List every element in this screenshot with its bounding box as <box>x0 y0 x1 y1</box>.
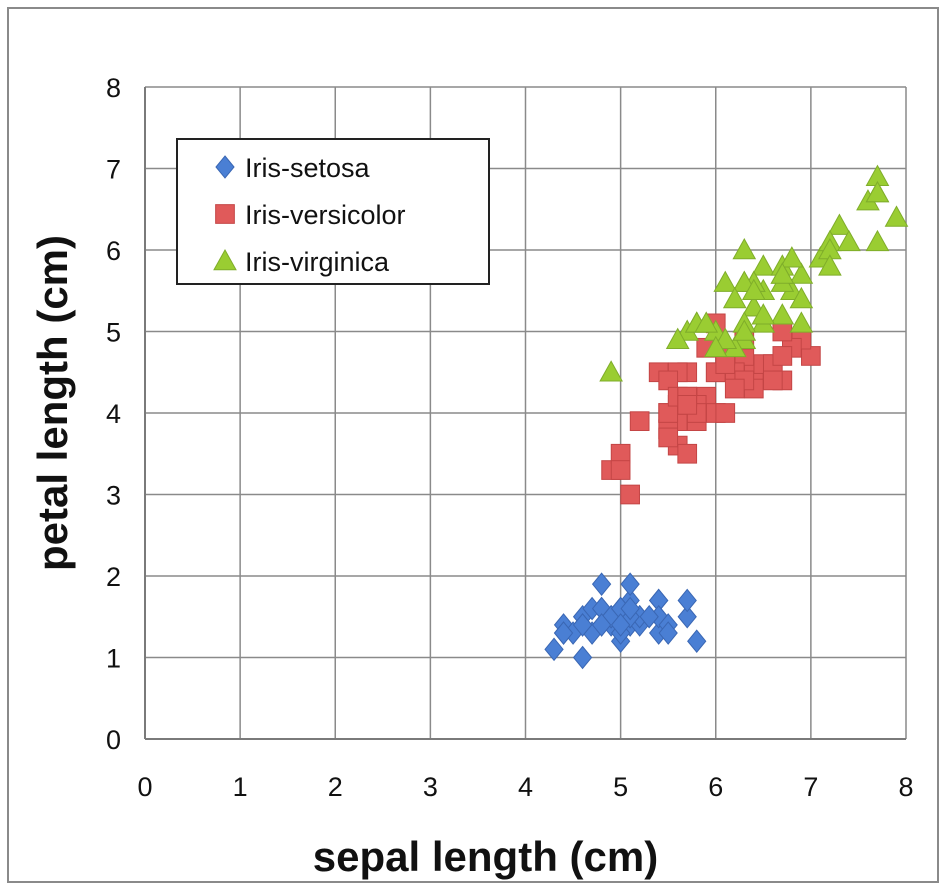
data-point <box>572 645 593 670</box>
data-point <box>658 621 678 645</box>
data-points <box>544 164 909 670</box>
data-point <box>724 378 745 399</box>
data-point <box>715 403 736 423</box>
x-tick-label: 0 <box>137 772 152 802</box>
data-point <box>732 319 757 341</box>
data-point <box>591 572 612 596</box>
data-point <box>789 262 814 284</box>
data-point <box>610 613 631 637</box>
data-point <box>865 180 890 203</box>
data-point <box>599 360 623 382</box>
x-tick-label: 5 <box>613 772 628 802</box>
data-point <box>732 237 757 260</box>
y-tick-label: 3 <box>106 481 121 511</box>
y-tick-label: 0 <box>106 725 121 755</box>
data-point <box>751 303 776 325</box>
x-tick-label: 4 <box>518 772 533 802</box>
x-tick-label: 8 <box>898 772 913 802</box>
x-tick-label: 6 <box>708 772 723 802</box>
legend-label: Iris-virginica <box>245 247 390 277</box>
data-point <box>772 346 793 366</box>
data-point <box>884 205 909 227</box>
data-point <box>789 286 814 309</box>
data-point <box>772 321 793 342</box>
data-point <box>620 484 640 505</box>
data-point <box>837 229 861 252</box>
data-point <box>665 327 690 349</box>
x-tick-label: 1 <box>233 772 248 802</box>
data-point <box>620 596 640 621</box>
data-point <box>694 311 719 333</box>
data-point <box>789 311 814 333</box>
legend-label: Iris-setosa <box>245 153 371 183</box>
data-point <box>751 254 776 276</box>
scatter-chart: 0 1 2 3 4 5 6 7 8 0 1 2 3 4 5 6 7 8 sepal length (cm) pet… <box>29 73 914 880</box>
data-point <box>629 411 650 431</box>
y-tick-label: 4 <box>106 399 121 429</box>
data-point <box>677 395 698 415</box>
grid <box>144 86 907 740</box>
data-point <box>865 229 890 252</box>
data-point <box>620 572 640 596</box>
legend: Iris-setosa Iris-versicolor Iris-virginica <box>176 138 490 285</box>
series-iris-versicolor <box>601 313 821 505</box>
data-point <box>677 443 698 464</box>
data-point <box>770 303 795 325</box>
y-tick-label: 6 <box>106 236 121 266</box>
legend-label: Iris-versicolor <box>245 200 406 230</box>
x-tick-label: 7 <box>803 772 818 802</box>
data-point <box>572 613 593 637</box>
series-iris-virginica <box>599 164 909 382</box>
y-axis-title: petal length (cm) <box>29 235 76 571</box>
x-axis-title: sepal length (cm) <box>313 833 658 880</box>
y-tick-label: 7 <box>106 155 121 185</box>
legend-marker <box>215 155 235 179</box>
data-point <box>741 278 766 301</box>
data-point <box>591 613 612 637</box>
data-point <box>553 621 574 645</box>
legend-item: Iris-setosa <box>215 153 371 183</box>
x-tick-label: 2 <box>328 772 343 802</box>
data-point <box>722 286 747 309</box>
x-tick-label: 3 <box>423 772 438 802</box>
y-tick-label: 5 <box>106 318 121 348</box>
data-point <box>762 370 783 391</box>
data-point <box>827 213 852 235</box>
data-point <box>639 604 659 629</box>
y-tick-label: 8 <box>106 73 121 103</box>
data-point <box>780 246 804 268</box>
data-point <box>677 604 697 629</box>
legend-item: Iris-versicolor <box>215 200 406 230</box>
data-point <box>687 629 707 653</box>
data-point <box>544 637 564 662</box>
y-tick-label: 2 <box>106 562 121 592</box>
data-point <box>818 254 842 276</box>
y-tick-label: 1 <box>106 644 121 674</box>
data-point <box>658 427 679 448</box>
data-point <box>677 588 697 613</box>
chart-frame: 0 1 2 3 4 5 6 7 8 0 1 2 3 4 5 6 7 8 sepal length (cm) pet… <box>7 7 939 883</box>
series-iris-setosa <box>544 572 707 670</box>
data-point <box>610 460 631 480</box>
tick-labels: 0 1 2 3 4 5 6 7 8 0 1 2 3 4 5 6 7 8 <box>106 73 914 802</box>
data-point <box>713 270 738 292</box>
legend-marker <box>215 204 235 224</box>
legend-marker <box>213 248 237 271</box>
data-point <box>715 354 736 374</box>
legend-item: Iris-virginica <box>213 247 390 277</box>
data-point <box>703 335 728 358</box>
data-point <box>770 262 795 284</box>
